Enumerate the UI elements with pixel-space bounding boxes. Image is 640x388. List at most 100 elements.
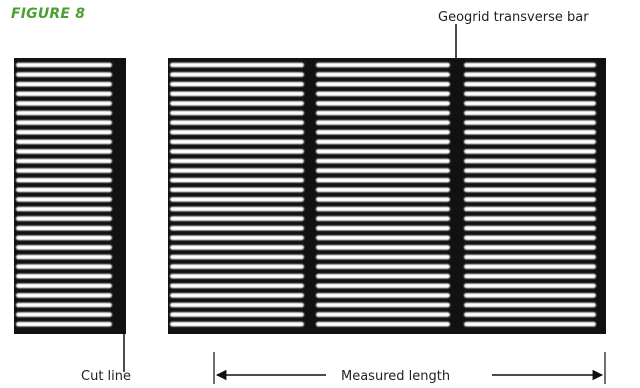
aperture-slit <box>464 312 596 317</box>
aperture-slit <box>316 321 450 327</box>
aperture-slit <box>170 312 304 317</box>
aperture-slit <box>316 72 450 77</box>
aperture-slit <box>316 254 450 260</box>
left-geogrid-piece <box>14 58 126 334</box>
aperture-slit <box>464 158 596 164</box>
aperture-slit <box>16 101 112 106</box>
aperture-slit <box>170 264 304 269</box>
aperture-slit <box>316 101 450 106</box>
aperture-slit <box>170 120 304 125</box>
aperture-slit <box>316 302 450 308</box>
main-piece-background <box>168 58 606 334</box>
aperture-slit <box>464 235 596 241</box>
aperture-slit <box>464 216 596 221</box>
aperture-slit <box>316 293 450 298</box>
aperture-slit <box>464 283 596 289</box>
main-piece-strands <box>170 62 596 327</box>
aperture-slit <box>464 149 596 154</box>
aperture-slit <box>464 81 596 87</box>
aperture-slit <box>170 91 304 97</box>
cut-line-label: Cut line <box>81 369 131 384</box>
aperture-slit <box>316 81 450 87</box>
aperture-slit <box>464 129 596 135</box>
aperture-slit <box>16 91 112 97</box>
aperture-slit <box>16 206 112 212</box>
aperture-slit <box>16 197 112 202</box>
aperture-slit <box>16 235 112 241</box>
aperture-slit <box>16 139 112 145</box>
aperture-slit <box>464 187 596 193</box>
aperture-slit <box>16 216 112 221</box>
aperture-slit <box>316 120 450 125</box>
aperture-slit <box>316 264 450 269</box>
aperture-slit <box>170 216 304 221</box>
aperture-slit <box>464 264 596 269</box>
aperture-slit <box>316 235 450 241</box>
aperture-slit <box>170 187 304 193</box>
aperture-slit <box>170 62 304 68</box>
transverse-bar-label: Geogrid transverse bar <box>438 10 589 25</box>
aperture-slit <box>316 225 450 231</box>
aperture-slit <box>170 158 304 164</box>
aperture-slit <box>16 110 112 116</box>
aperture-slit <box>316 187 450 193</box>
figure-title: FIGURE 8 <box>11 6 86 22</box>
aperture-slit <box>16 273 112 279</box>
aperture-slit <box>16 62 112 68</box>
aperture-slit <box>16 254 112 260</box>
aperture-slit <box>16 321 112 327</box>
left-piece-strands <box>16 62 112 327</box>
aperture-slit <box>170 197 304 202</box>
aperture-slit <box>16 302 112 308</box>
aperture-slit <box>316 158 450 164</box>
aperture-slit <box>464 302 596 308</box>
aperture-slit <box>16 312 112 317</box>
aperture-slit <box>464 120 596 125</box>
aperture-slit <box>170 101 304 106</box>
aperture-slit <box>464 62 596 68</box>
aperture-slit <box>464 72 596 77</box>
aperture-slit <box>316 312 450 317</box>
aperture-slit <box>16 158 112 164</box>
aperture-slit <box>464 91 596 97</box>
aperture-slit <box>16 245 112 250</box>
aperture-slit <box>170 168 304 173</box>
aperture-slit <box>464 110 596 116</box>
aperture-slit <box>316 273 450 279</box>
aperture-slit <box>170 273 304 279</box>
aperture-slit <box>170 206 304 212</box>
aperture-slit <box>16 72 112 77</box>
aperture-slit <box>170 254 304 260</box>
aperture-slit <box>316 168 450 173</box>
main-geogrid-piece <box>168 58 606 334</box>
aperture-slit <box>16 225 112 231</box>
measured-length-label: Measured length <box>341 369 450 384</box>
aperture-slit <box>464 206 596 212</box>
aperture-slit <box>170 225 304 231</box>
aperture-slit <box>316 110 450 116</box>
aperture-slit <box>464 197 596 202</box>
aperture-slit <box>16 149 112 154</box>
aperture-slit <box>316 197 450 202</box>
aperture-slit <box>170 177 304 183</box>
aperture-slit <box>170 129 304 135</box>
aperture-slit <box>170 139 304 145</box>
aperture-slit <box>170 293 304 298</box>
aperture-slit <box>316 139 450 145</box>
aperture-slit <box>16 177 112 183</box>
aperture-slit <box>316 177 450 183</box>
aperture-slit <box>170 245 304 250</box>
aperture-slit <box>16 283 112 289</box>
aperture-slit <box>464 225 596 231</box>
aperture-slit <box>16 264 112 269</box>
aperture-slit <box>170 302 304 308</box>
aperture-slit <box>16 120 112 125</box>
aperture-slit <box>170 110 304 116</box>
aperture-slit <box>316 216 450 221</box>
aperture-slit <box>316 62 450 68</box>
aperture-slit <box>464 168 596 173</box>
aperture-slit <box>16 187 112 193</box>
aperture-slit <box>16 168 112 173</box>
aperture-slit <box>464 273 596 279</box>
